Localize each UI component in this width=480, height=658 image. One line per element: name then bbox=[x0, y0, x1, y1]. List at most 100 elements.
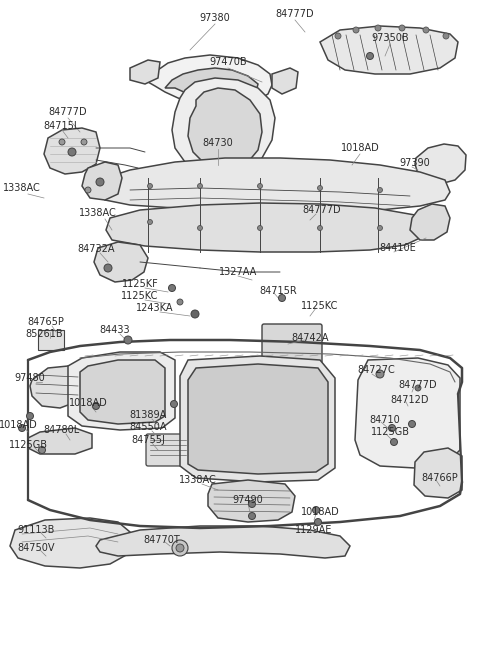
Text: 1129AE: 1129AE bbox=[295, 525, 333, 535]
Circle shape bbox=[317, 226, 323, 230]
Text: 1125GB: 1125GB bbox=[371, 427, 409, 437]
Text: 84777D: 84777D bbox=[303, 205, 341, 215]
Text: 97470B: 97470B bbox=[209, 57, 247, 67]
Circle shape bbox=[367, 53, 373, 59]
Circle shape bbox=[191, 310, 199, 318]
Text: 84727C: 84727C bbox=[357, 365, 395, 375]
Circle shape bbox=[249, 513, 255, 520]
Text: 97480: 97480 bbox=[14, 373, 46, 383]
Polygon shape bbox=[80, 360, 165, 424]
FancyBboxPatch shape bbox=[262, 324, 322, 364]
Text: 84730: 84730 bbox=[203, 138, 233, 148]
Polygon shape bbox=[130, 60, 160, 84]
Circle shape bbox=[197, 226, 203, 230]
Polygon shape bbox=[172, 78, 275, 176]
Text: 84715L: 84715L bbox=[44, 121, 80, 131]
Polygon shape bbox=[148, 55, 272, 107]
Text: 1018AD: 1018AD bbox=[69, 398, 108, 408]
Circle shape bbox=[104, 264, 112, 272]
Text: 84750V: 84750V bbox=[17, 543, 55, 553]
Polygon shape bbox=[30, 366, 82, 408]
Circle shape bbox=[168, 284, 176, 291]
Circle shape bbox=[249, 501, 255, 507]
Polygon shape bbox=[82, 162, 122, 200]
Text: 1018AD: 1018AD bbox=[300, 507, 339, 517]
Text: 1338AC: 1338AC bbox=[79, 208, 117, 218]
Circle shape bbox=[38, 447, 46, 453]
Text: 84780L: 84780L bbox=[44, 425, 80, 435]
Polygon shape bbox=[208, 480, 295, 522]
Text: 84712D: 84712D bbox=[391, 395, 429, 405]
Text: 84715R: 84715R bbox=[259, 286, 297, 296]
Text: 1243KA: 1243KA bbox=[136, 303, 174, 313]
Text: 81389A: 81389A bbox=[130, 410, 167, 420]
Circle shape bbox=[353, 27, 359, 33]
Circle shape bbox=[312, 507, 320, 513]
Text: 84710: 84710 bbox=[370, 415, 400, 425]
Polygon shape bbox=[44, 128, 100, 174]
Text: 84770T: 84770T bbox=[144, 535, 180, 545]
Circle shape bbox=[399, 25, 405, 31]
Circle shape bbox=[375, 25, 381, 31]
Circle shape bbox=[376, 370, 384, 378]
Polygon shape bbox=[415, 144, 466, 184]
Polygon shape bbox=[165, 68, 258, 98]
Circle shape bbox=[170, 401, 178, 407]
Circle shape bbox=[415, 385, 421, 391]
Circle shape bbox=[96, 178, 104, 186]
Text: 1338AC: 1338AC bbox=[3, 183, 41, 193]
Text: 84732A: 84732A bbox=[77, 244, 115, 254]
FancyBboxPatch shape bbox=[146, 434, 190, 466]
FancyBboxPatch shape bbox=[38, 330, 64, 350]
Text: 84550A: 84550A bbox=[129, 422, 167, 432]
Circle shape bbox=[172, 540, 188, 556]
Circle shape bbox=[423, 27, 429, 33]
Circle shape bbox=[377, 188, 383, 193]
Circle shape bbox=[93, 403, 99, 409]
Polygon shape bbox=[188, 88, 262, 168]
Polygon shape bbox=[10, 518, 130, 568]
Polygon shape bbox=[96, 526, 350, 558]
Polygon shape bbox=[94, 242, 148, 282]
Circle shape bbox=[443, 33, 449, 39]
Circle shape bbox=[388, 424, 396, 432]
Text: 84777D: 84777D bbox=[399, 380, 437, 390]
Circle shape bbox=[124, 336, 132, 344]
Polygon shape bbox=[68, 352, 175, 430]
Polygon shape bbox=[272, 68, 298, 94]
Text: 84777D: 84777D bbox=[48, 107, 87, 117]
Polygon shape bbox=[414, 448, 462, 498]
Text: 97350B: 97350B bbox=[371, 33, 409, 43]
Circle shape bbox=[257, 226, 263, 230]
Circle shape bbox=[314, 519, 322, 526]
Circle shape bbox=[59, 139, 65, 145]
Text: 1338AC: 1338AC bbox=[179, 475, 217, 485]
Text: 1018AD: 1018AD bbox=[0, 420, 37, 430]
Circle shape bbox=[26, 413, 34, 420]
Circle shape bbox=[391, 438, 397, 445]
Text: 84766P: 84766P bbox=[421, 473, 458, 483]
Circle shape bbox=[177, 299, 183, 305]
Circle shape bbox=[377, 226, 383, 230]
Circle shape bbox=[19, 424, 25, 432]
Polygon shape bbox=[188, 364, 328, 474]
Polygon shape bbox=[28, 428, 92, 454]
Text: 84433: 84433 bbox=[100, 325, 130, 335]
Text: 85261B: 85261B bbox=[25, 329, 63, 339]
Circle shape bbox=[335, 33, 341, 39]
Text: 84410E: 84410E bbox=[380, 243, 416, 253]
Text: 1125KF: 1125KF bbox=[121, 279, 158, 289]
Circle shape bbox=[278, 295, 286, 301]
Polygon shape bbox=[106, 203, 425, 252]
Text: 1018AD: 1018AD bbox=[341, 143, 379, 153]
Text: 84755J: 84755J bbox=[131, 435, 165, 445]
Polygon shape bbox=[320, 26, 458, 74]
Text: 1327AA: 1327AA bbox=[219, 267, 257, 277]
Polygon shape bbox=[410, 204, 450, 240]
Circle shape bbox=[317, 186, 323, 191]
Text: 84777D: 84777D bbox=[276, 9, 314, 19]
Circle shape bbox=[408, 420, 416, 428]
Text: 1125KC: 1125KC bbox=[121, 291, 159, 301]
Text: 84765P: 84765P bbox=[27, 317, 64, 327]
Text: 1125KC: 1125KC bbox=[301, 301, 339, 311]
